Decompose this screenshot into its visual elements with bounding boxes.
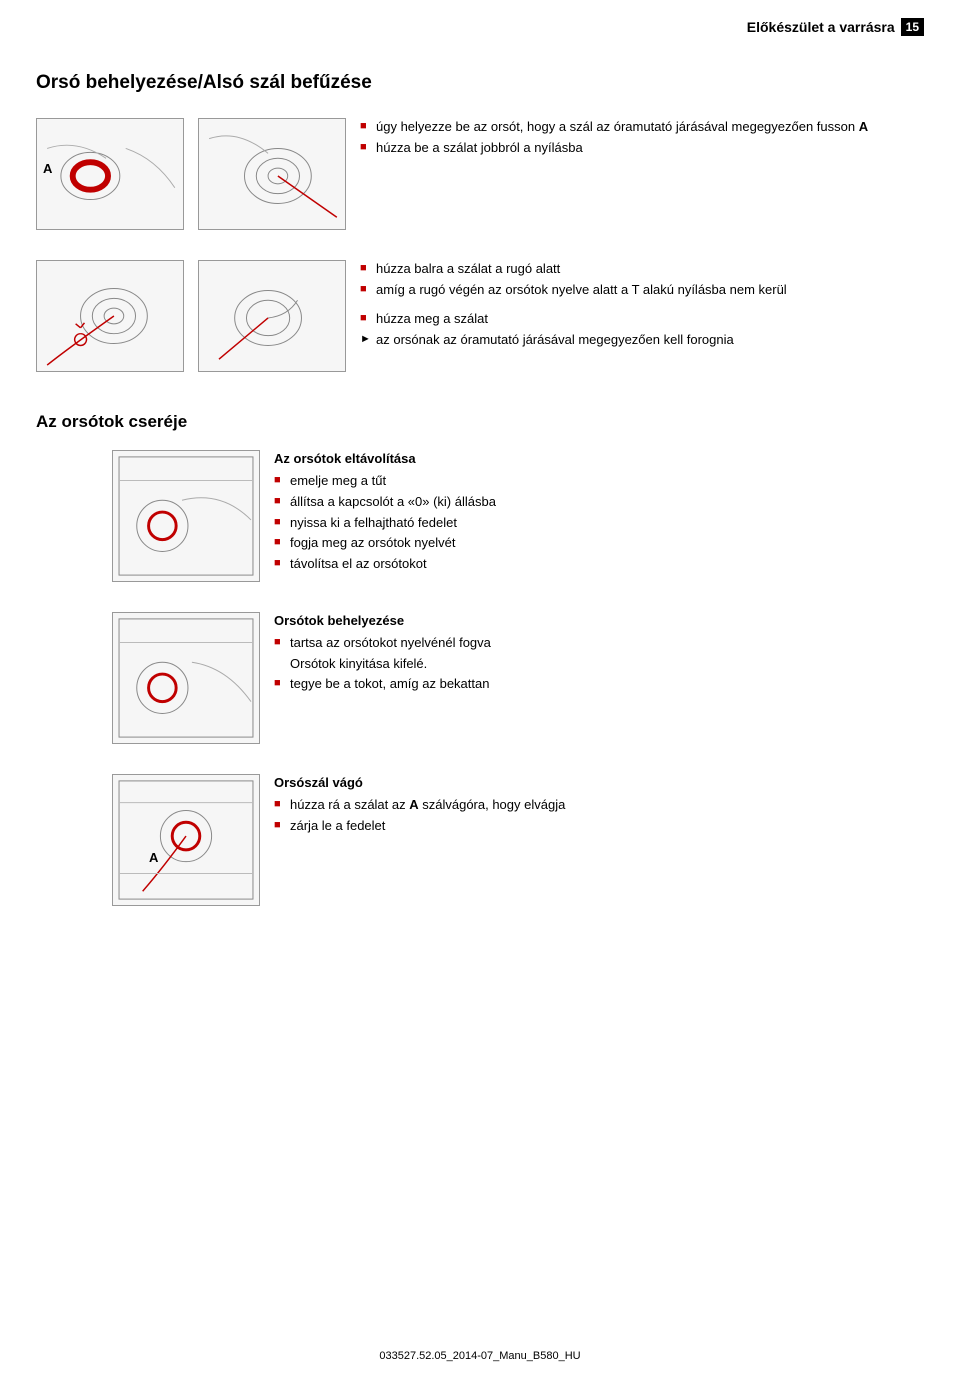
list-item-text: távolítsa el az orsótokot <box>290 555 924 574</box>
group2-plainline: Orsótok kinyitása kifelé. <box>290 655 924 674</box>
illus-s1-2 <box>198 118 346 230</box>
list-item-text: nyissa ki a felhajtható fedelet <box>290 514 924 533</box>
list-item-text: az orsónak az óramutató járásával megegy… <box>376 331 924 350</box>
bobbin-insert-icon <box>37 119 183 229</box>
section1-block1-list: ■ úgy helyezze be az orsót, hogy a szál … <box>360 118 924 158</box>
list-item: ■ húzza be a szálat jobbról a nyílásba <box>360 139 924 158</box>
illus-s2-3: A <box>112 774 260 906</box>
list-item: ■tartsa az orsótokot nyelvénél fogva <box>274 634 924 653</box>
bullet-icon: ■ <box>274 796 290 814</box>
list-item: ■ amíg a rugó végén az orsótok nyelve al… <box>360 281 924 300</box>
bobbincase-insert-icon <box>113 613 259 743</box>
bullet-icon: ■ <box>274 634 290 652</box>
list-item-text: emelje meg a tűt <box>290 472 924 491</box>
group2-list2: ■tegye be a tokot, amíg az bekattan <box>274 675 924 694</box>
list-item-text: húzza balra a szálat a rugó alatt <box>376 260 924 279</box>
bullet-icon: ■ <box>274 675 290 693</box>
bullet-icon: ■ <box>360 139 376 157</box>
illus-label-A: A <box>43 161 52 176</box>
bullet-icon: ■ <box>360 281 376 299</box>
section1-block1-text: ■ úgy helyezze be az orsót, hogy a szál … <box>360 118 924 160</box>
list-item: ■tegye be a tokot, amíg az bekattan <box>274 675 924 694</box>
bobbincase-remove-icon <box>113 451 259 581</box>
group3-list: ■ húzza rá a szálat az A szálvágóra, hog… <box>274 796 924 836</box>
group2-list: ■tartsa az orsótokot nyelvénél fogva <box>274 634 924 653</box>
section1-block2-text: ■ húzza balra a szálat a rugó alatt ■ am… <box>360 260 924 351</box>
bullet-icon: ■ <box>274 817 290 835</box>
page-number: 15 <box>901 18 924 36</box>
group2-label: Orsótok behelyezése <box>274 612 924 631</box>
section2-title: Az orsótok cseréje <box>36 412 924 432</box>
illus-s1-4 <box>198 260 346 372</box>
illus-label-A: A <box>149 850 158 865</box>
list-item: ■ húzza balra a szálat a rugó alatt <box>360 260 924 279</box>
list-item-text: fogja meg az orsótok nyelvét <box>290 534 924 553</box>
illus-s2-2 <box>112 612 260 744</box>
page-footer: 033527.52.05_2014-07_Manu_B580_HU <box>0 1350 960 1362</box>
list-item-text: húzza rá a szálat az A szálvágóra, hogy … <box>290 796 924 815</box>
bullet-icon: ■ <box>360 260 376 278</box>
list-item-text: állítsa a kapcsolót a «0» (ki) állásba <box>290 493 924 512</box>
list-item: ■ zárja le a fedelet <box>274 817 924 836</box>
group3-label: Orsószál vágó <box>274 774 924 793</box>
thread-left-icon <box>37 261 183 371</box>
bullet-icon: ■ <box>274 493 290 511</box>
bullet-icon: ■ <box>274 534 290 552</box>
page-header: Előkészület a varrásra 15 <box>747 18 924 36</box>
bullet-icon: ■ <box>274 472 290 490</box>
section2-row1: Az orsótok eltávolítása ■emelje meg a tű… <box>36 450 924 582</box>
list-item: ■ húzza meg a szálat <box>360 310 924 329</box>
thread-cutter-icon <box>113 775 259 905</box>
section2-group2-text: Orsótok behelyezése ■tartsa az orsótokot… <box>274 612 924 695</box>
section1-row2: ■ húzza balra a szálat a rugó alatt ■ am… <box>36 260 924 372</box>
section1-title: Orsó behelyezése/Alsó szál befűzése <box>36 72 924 94</box>
list-item: ■ úgy helyezze be az orsót, hogy a szál … <box>360 118 924 137</box>
bullet-icon: ■ <box>274 514 290 532</box>
section1-block2-list: ■ húzza balra a szálat a rugó alatt ■ am… <box>360 260 924 349</box>
section1-row1: A ■ úgy helyezze be az <box>36 118 924 230</box>
list-item: ■emelje meg a tűt <box>274 472 924 491</box>
bullet-icon: ■ <box>360 118 376 136</box>
list-item-text: húzza meg a szálat <box>376 310 924 329</box>
list-item-text: zárja le a fedelet <box>290 817 924 836</box>
list-item: ■ húzza rá a szálat az A szálvágóra, hog… <box>274 796 924 815</box>
thread-pull-icon <box>199 261 345 371</box>
list-item: ► az orsónak az óramutató járásával mege… <box>360 331 924 350</box>
illus-s1-3 <box>36 260 184 372</box>
bobbin-case-icon <box>199 119 345 229</box>
group1-list: ■emelje meg a tűt ■állítsa a kapcsolót a… <box>274 472 924 574</box>
list-item: ■fogja meg az orsótok nyelvét <box>274 534 924 553</box>
list-item: ■állítsa a kapcsolót a «0» (ki) állásba <box>274 493 924 512</box>
list-item-text: tegye be a tokot, amíg az bekattan <box>290 675 924 694</box>
illus-s1-1: A <box>36 118 184 230</box>
list-item-text: amíg a rugó végén az orsótok nyelve alat… <box>376 281 924 300</box>
header-title: Előkészület a varrásra <box>747 19 895 35</box>
list-item-text: húzza be a szálat jobbról a nyílásba <box>376 139 924 158</box>
bullet-icon: ■ <box>360 310 376 328</box>
list-item: ■nyissa ki a felhajtható fedelet <box>274 514 924 533</box>
section2-row2: Orsótok behelyezése ■tartsa az orsótokot… <box>36 612 924 744</box>
bullet-icon: ■ <box>274 555 290 573</box>
list-item-text: tartsa az orsótokot nyelvénél fogva <box>290 634 924 653</box>
page-content: Orsó behelyezése/Alsó szál befűzése A <box>36 72 924 936</box>
list-item: ■távolítsa el az orsótokot <box>274 555 924 574</box>
section2-group1-text: Az orsótok eltávolítása ■emelje meg a tű… <box>274 450 924 576</box>
list-item-text: úgy helyezze be az orsót, hogy a szál az… <box>376 118 924 137</box>
section2-group3-text: Orsószál vágó ■ húzza rá a szálat az A s… <box>274 774 924 838</box>
section2-row3: A Orsószál vágó ■ húzza rá a szálat az A… <box>36 774 924 906</box>
group1-label: Az orsótok eltávolítása <box>274 450 924 469</box>
arrow-icon: ► <box>360 331 376 349</box>
illus-s2-1 <box>112 450 260 582</box>
